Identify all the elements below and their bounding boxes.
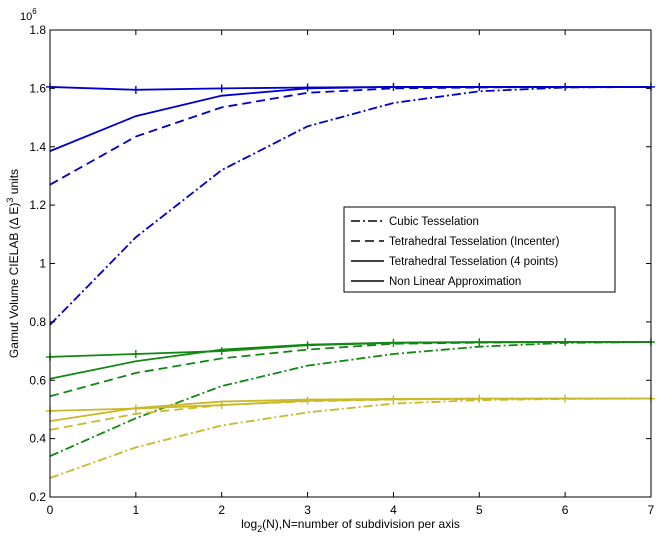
y-tick-label: 1 — [39, 257, 46, 271]
legend-box — [343, 206, 616, 293]
data-point-plus — [389, 82, 398, 91]
data-point-plus — [217, 347, 226, 356]
legend-label: Tetrahedral Tesselation (4 points) — [389, 256, 558, 268]
y-tick-label: 0.8 — [29, 315, 46, 329]
data-point-plus — [217, 401, 226, 410]
data-point-plus — [303, 396, 312, 405]
y-tick-label: 1.2 — [29, 198, 46, 212]
x-tick-label: 4 — [390, 503, 397, 517]
y-label-tail: units — [7, 169, 21, 198]
series-layer — [46, 82, 655, 479]
y-tick-label: 0.6 — [29, 373, 46, 387]
x-tick-label: 2 — [218, 503, 225, 517]
data-point-plus — [389, 338, 398, 347]
y-tick-label: 1.8 — [29, 23, 46, 37]
data-point-plus — [303, 341, 312, 350]
legend-label: Non Linear Approximation — [389, 276, 521, 288]
x-tick-label: 1 — [133, 503, 140, 517]
data-point-plus — [389, 395, 398, 404]
legend-label: Cubic Tesselation — [389, 216, 479, 228]
y-tick-label: 1.6 — [29, 81, 46, 95]
x-label-pre: log — [241, 517, 257, 531]
data-point-plus — [561, 338, 570, 347]
x-axis-label: log2(N),N=number of subdivision per axis — [241, 517, 460, 534]
y-scale-exponent: 106 — [20, 7, 37, 23]
series-line — [49, 397, 651, 412]
data-point-plus — [561, 394, 570, 403]
y-label-main: Gamut Volume CIELAB (Δ E) — [7, 203, 21, 358]
data-point-plus — [475, 394, 484, 403]
y-scale-power: 6 — [32, 7, 37, 16]
series-line — [49, 86, 652, 326]
x-tick-label: 3 — [304, 503, 311, 517]
y-tick-label: 1.4 — [29, 140, 46, 154]
data-point-plus — [561, 82, 570, 91]
y-tick-label: 0.2 — [29, 490, 46, 504]
y-axis-label: Gamut Volume CIELAB (Δ E)3 units — [5, 169, 21, 358]
x-tick-label: 7 — [648, 503, 655, 517]
legend-label: Tetrahedral Tesselation (Incenter) — [389, 236, 560, 248]
x-tick-label: 5 — [476, 503, 483, 517]
legend: Cubic Tesselation Tetrahedral Tesselation… — [343, 206, 616, 293]
x-label-sub: 2 — [257, 524, 262, 534]
data-point-plus — [303, 83, 312, 92]
x-label-post: (N),N=number of subdivision per axis — [262, 517, 460, 531]
data-point-plus — [217, 84, 226, 93]
data-point-plus — [475, 82, 484, 91]
series-blue-dashdot — [49, 86, 652, 326]
x-tick-label: 0 — [47, 503, 54, 517]
y-scale-base: 10 — [20, 11, 32, 23]
axis-ticks: 0 1 2 3 4 5 6 7 0.2 0.4 0.6 0.8 1 1.2 1.4 1.6 1.8 — [29, 23, 654, 517]
data-point-plus — [131, 349, 140, 358]
data-point-plus — [131, 85, 140, 94]
x-tick-label: 6 — [562, 503, 569, 517]
y-label-sup: 3 — [5, 198, 15, 203]
y-tick-label: 0.4 — [29, 432, 46, 446]
series-line — [49, 341, 651, 358]
data-point-plus — [475, 338, 484, 347]
data-point-plus — [131, 404, 140, 413]
series-line — [49, 86, 651, 91]
